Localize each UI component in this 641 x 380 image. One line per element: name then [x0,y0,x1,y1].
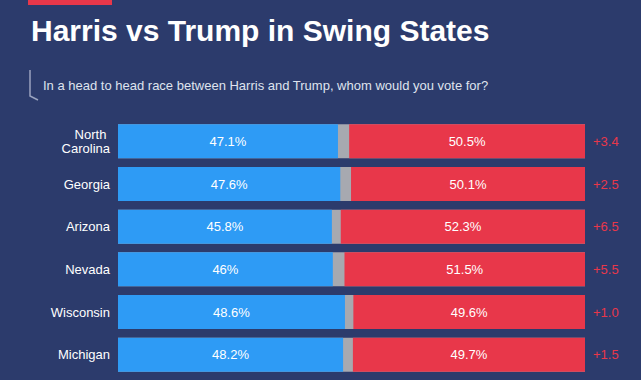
svg-text:50.5%: 50.5% [449,134,486,149]
svg-text:Harris vs Trump in Swing State: Harris vs Trump in Swing States [31,14,489,47]
svg-text:+5.5: +5.5 [593,262,619,277]
svg-text:49.7%: 49.7% [451,347,488,362]
svg-text:48.6%: 48.6% [213,305,250,320]
svg-text:45.8%: 45.8% [207,219,244,234]
svg-text:50.1%: 50.1% [450,177,487,192]
svg-text:+6.5: +6.5 [593,219,619,234]
svg-text:51.5%: 51.5% [446,262,483,277]
svg-text:North: North [75,127,110,142]
svg-text:47.6%: 47.6% [211,177,248,192]
svg-text:+3.4: +3.4 [593,134,619,149]
svg-text:Arizona: Arizona [66,219,111,234]
svg-text:Carolina: Carolina [62,141,111,156]
svg-text:Michigan: Michigan [58,347,110,362]
svg-text:+1.5: +1.5 [593,347,619,362]
svg-text:46%: 46% [212,262,238,277]
svg-text:47.1%: 47.1% [210,134,247,149]
svg-text:Nevada: Nevada [65,262,111,277]
svg-text:Georgia: Georgia [64,177,111,192]
svg-text:52.3%: 52.3% [444,219,481,234]
svg-text:+1.0: +1.0 [593,305,619,320]
svg-text:48.2%: 48.2% [212,347,249,362]
svg-text:+2.5: +2.5 [593,177,619,192]
svg-text:49.6%: 49.6% [451,305,488,320]
svg-text:In a head to head race between: In a head to head race between Harris an… [43,78,488,93]
svg-text:Wisconsin: Wisconsin [51,305,110,320]
